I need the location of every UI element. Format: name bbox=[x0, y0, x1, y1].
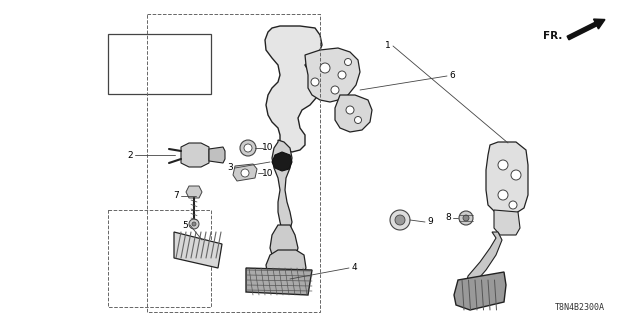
Circle shape bbox=[344, 59, 351, 66]
Circle shape bbox=[192, 222, 196, 226]
Polygon shape bbox=[265, 26, 322, 152]
Text: 3: 3 bbox=[227, 164, 233, 172]
Text: 8: 8 bbox=[445, 213, 451, 222]
Polygon shape bbox=[335, 95, 372, 132]
Circle shape bbox=[463, 215, 469, 221]
Circle shape bbox=[355, 116, 362, 124]
Circle shape bbox=[390, 210, 410, 230]
Circle shape bbox=[511, 170, 521, 180]
Text: 7: 7 bbox=[173, 191, 179, 201]
Polygon shape bbox=[454, 272, 506, 310]
Circle shape bbox=[509, 201, 517, 209]
Polygon shape bbox=[174, 232, 222, 268]
Text: T8N4B2300A: T8N4B2300A bbox=[555, 302, 605, 311]
Circle shape bbox=[498, 190, 508, 200]
Circle shape bbox=[346, 106, 354, 114]
Circle shape bbox=[320, 63, 330, 73]
Polygon shape bbox=[233, 164, 257, 181]
Polygon shape bbox=[494, 210, 520, 235]
Circle shape bbox=[331, 86, 339, 94]
Polygon shape bbox=[272, 140, 292, 230]
Circle shape bbox=[498, 160, 508, 170]
Circle shape bbox=[338, 71, 346, 79]
Polygon shape bbox=[486, 142, 528, 215]
Text: FR.: FR. bbox=[543, 31, 562, 41]
FancyArrow shape bbox=[567, 19, 605, 40]
Text: 5: 5 bbox=[182, 220, 188, 229]
Text: 10: 10 bbox=[262, 143, 274, 153]
Circle shape bbox=[395, 215, 405, 225]
Text: 9: 9 bbox=[427, 218, 433, 227]
Circle shape bbox=[241, 169, 249, 177]
Polygon shape bbox=[246, 268, 312, 295]
Polygon shape bbox=[305, 48, 360, 102]
Text: 1: 1 bbox=[385, 42, 391, 51]
Polygon shape bbox=[181, 143, 209, 167]
Text: 2: 2 bbox=[127, 150, 133, 159]
Polygon shape bbox=[266, 250, 306, 282]
Polygon shape bbox=[209, 147, 225, 163]
Text: 6: 6 bbox=[449, 71, 455, 81]
Circle shape bbox=[240, 140, 256, 156]
Circle shape bbox=[244, 144, 252, 152]
Circle shape bbox=[459, 211, 473, 225]
Text: 4: 4 bbox=[351, 263, 357, 273]
Polygon shape bbox=[186, 186, 202, 198]
Text: 10: 10 bbox=[262, 169, 274, 178]
Polygon shape bbox=[466, 232, 502, 285]
Polygon shape bbox=[272, 152, 292, 171]
Polygon shape bbox=[270, 225, 298, 268]
Circle shape bbox=[311, 78, 319, 86]
Circle shape bbox=[189, 219, 199, 229]
